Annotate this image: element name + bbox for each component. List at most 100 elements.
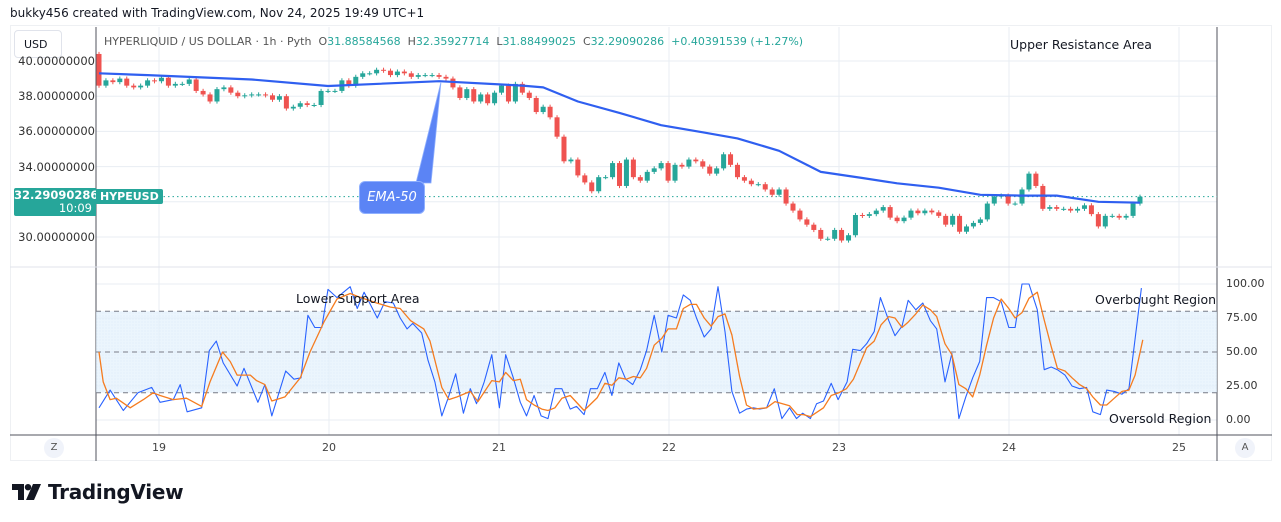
candle-body [110,80,116,83]
candle-body [915,210,921,214]
tradingview-logo[interactable]: TradingView [12,480,184,504]
candle-body [270,95,275,100]
symbol-price-tag: HYPEUSD [96,189,163,204]
candle-body [1137,196,1143,204]
candle-body [852,215,858,236]
candle-body [866,214,872,216]
candle-body [381,69,387,71]
candle-body [353,76,359,86]
candle-body [401,71,407,74]
candle-body [1040,185,1046,209]
time-tick-label: 24 [1002,441,1016,454]
close-label: C [582,35,591,48]
price-tick-label: 36.00000000 [18,124,95,139]
candle-body [152,80,158,82]
candle-body [797,210,803,220]
current-price-value: 32.29090286 [14,188,99,202]
candle-body [1102,215,1108,227]
candle-body [783,189,789,204]
candle-body [436,75,442,77]
candle-body [936,212,942,216]
candle-body [1047,207,1053,209]
candle-body [964,226,969,232]
candle-body [561,136,567,162]
time-tick-label: 21 [492,441,506,454]
candle-body [741,177,747,181]
high-value: 32.35927714 [415,35,490,48]
candle-body [1095,214,1101,227]
candle-body [96,53,102,86]
time-tick-label: 23 [832,441,846,454]
chart-credit: bukky456 created with TradingView.com, N… [10,6,425,20]
candle-body [991,196,997,204]
candle-body [873,210,879,215]
candle-body [499,85,505,93]
candle-body [457,87,463,98]
candle-body [249,94,255,96]
candle-body [283,96,289,109]
symbol-name: HYPERLIQUID / US DOLLAR · 1h · Pyth [104,35,312,48]
candle-body [804,219,810,225]
candle-body [360,73,366,77]
candle-body [728,154,734,165]
candle-body [734,164,740,178]
candle-body [131,85,137,88]
candle-body [415,75,421,77]
ema50-line [98,72,1141,204]
candle-body [235,92,241,97]
candle-body [721,154,727,169]
candle-body [1033,173,1039,186]
change-value: +0.40391539 (+1.27%) [671,35,804,48]
candle-body [186,79,192,84]
candle-body [582,175,588,183]
candle-body [693,159,699,162]
low-value: 31.88499025 [502,35,576,48]
candle-body [748,180,754,185]
candle-body [894,217,900,222]
candle-body [276,96,282,100]
candle-body [478,94,484,102]
candle-body [637,177,643,181]
candle-body [977,219,983,223]
candle-body [811,224,817,230]
candle-body [394,71,400,76]
currency-button[interactable]: USD [14,30,62,58]
candle-body [290,106,296,109]
oversold-note: Oversold Region [1109,411,1212,426]
candle-body [263,94,269,96]
candle-body [138,85,144,88]
candle-body [762,184,768,190]
candle-body [408,73,414,77]
ema-callout-pointer [415,81,442,184]
candle-body [346,80,352,86]
candle-body [617,163,622,186]
oscillator-tick-label: 75.00 [1226,311,1258,324]
low-label: L [496,35,503,48]
candle-body [714,168,720,174]
candle-body [596,177,602,192]
candle-body [325,90,331,92]
candle-body [922,210,928,214]
candle-body [158,77,164,82]
auto-scale-button[interactable]: A [1235,438,1255,458]
current-price-label: 32.29090286 10:09 [14,188,99,216]
lower-support-note: Lower Support Area [296,291,420,306]
candle-body [1088,205,1094,215]
candle-body [165,77,171,86]
candle-body [887,207,893,218]
candle-body [332,90,338,92]
candle-body [533,97,539,113]
candle-body [103,80,109,86]
candle-body [547,106,553,118]
oscillator-tick-label: 50.00 [1226,345,1258,358]
price-tick-label: 38.00000000 [18,89,95,104]
candle-body [311,105,317,106]
candle-body [707,166,713,174]
candle-body [179,83,185,85]
candle-body [686,159,692,167]
log-scale-button[interactable]: Z [44,438,64,458]
candle-body [429,75,435,77]
candle-body [832,229,838,239]
oscillator-tick-label: 100.00 [1226,277,1265,290]
